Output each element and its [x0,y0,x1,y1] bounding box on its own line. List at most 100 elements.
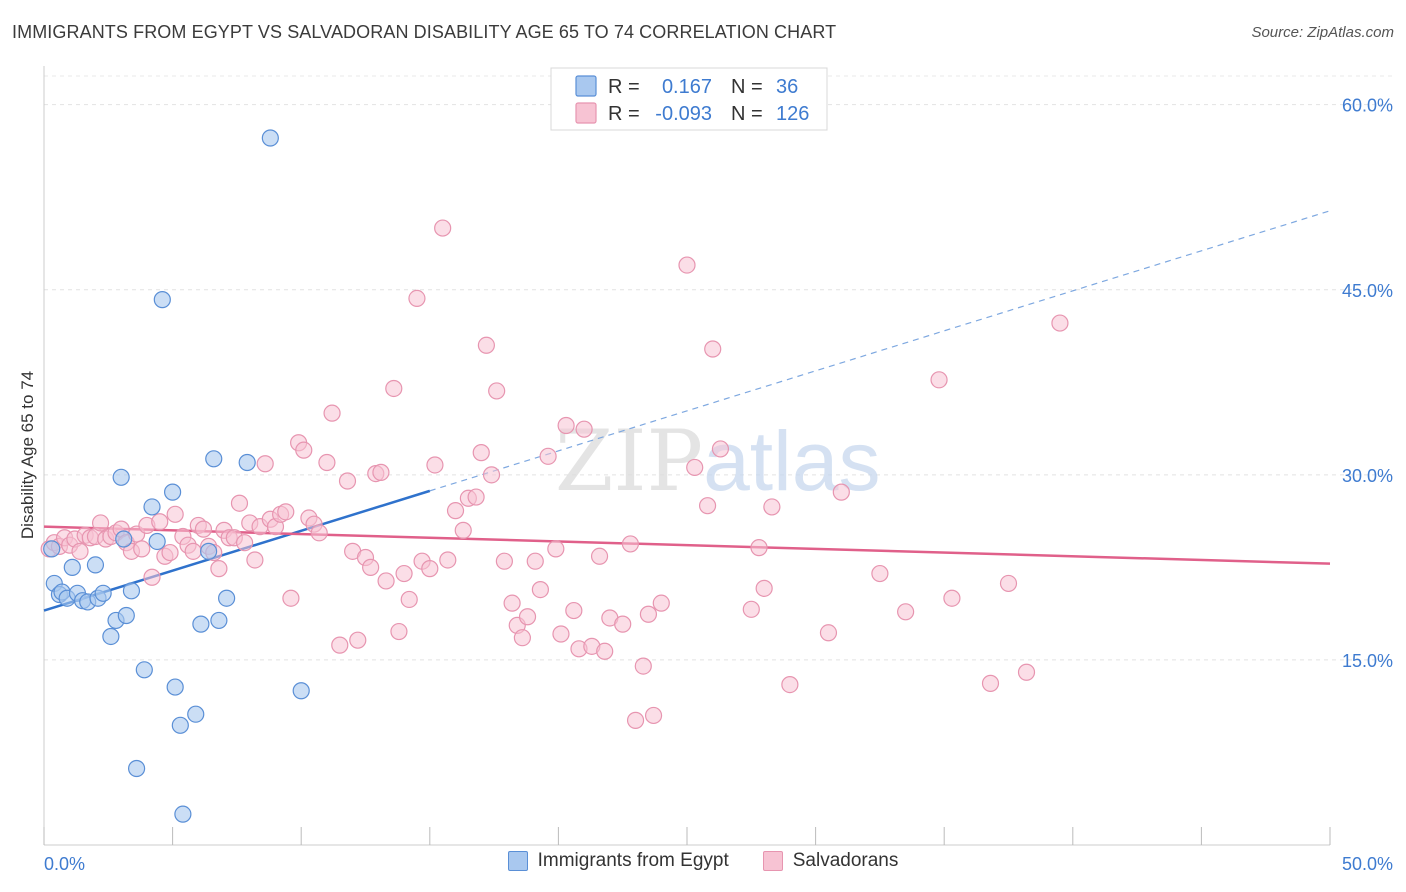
point-salvadorans [439,551,457,569]
legend-swatch [575,75,597,97]
legend-r-value: -0.093 [655,103,712,125]
legend-r-label: R = [608,76,640,98]
point-salvadorans [871,564,889,583]
point-egypt [86,556,105,574]
legend-item-salvadorans[interactable]: Salvadorans [762,850,899,872]
point-egypt [115,530,133,548]
point-salvadorans [755,579,773,597]
point-salvadorans [143,568,161,586]
point-salvadorans [434,219,452,237]
point-salvadorans [482,466,501,484]
watermark: ZIPatlas [555,412,881,510]
point-salvadorans [531,580,549,599]
point-egypt [164,483,182,501]
point-salvadorans [408,289,426,307]
bottom-legend: Immigrants from Egypt Salvadorans [0,850,1406,872]
point-salvadorans [446,502,465,520]
point-salvadorans [943,589,961,607]
y-tick-label: 60.0% [1342,96,1393,116]
point-salvadorans [621,535,640,553]
point-egypt [192,615,210,633]
point-egypt [187,705,205,723]
x-tick-label: 0.0% [44,854,85,874]
point-salvadorans [133,540,151,558]
y-axis-title: Disability Age 65 to 74 [18,371,37,539]
legend-swatch-blue [507,851,528,871]
legend-frame [550,67,828,131]
point-salvadorans [704,340,722,358]
legend-swatch [575,102,597,124]
legend-n-label: N = [731,103,763,125]
point-salvadorans [930,371,948,389]
point-salvadorans [686,458,704,477]
point-egypt [171,716,189,734]
point-salvadorans [395,564,413,583]
source-label: Source: ZipAtlas.com [1251,24,1394,41]
point-egypt [238,453,256,472]
legend-r-label: R = [608,103,640,125]
point-salvadorans [91,514,110,532]
point-salvadorans [372,463,390,481]
point-salvadorans [626,711,645,729]
point-salvadorans [565,601,583,620]
point-salvadorans [999,574,1018,593]
point-salvadorans [161,543,179,562]
point-salvadorans [763,498,781,516]
point-salvadorans [513,629,531,647]
point-salvadorans [194,520,213,538]
point-egypt [135,661,153,679]
point-egypt [218,589,236,607]
point-salvadorans [184,542,202,560]
point-salvadorans [323,404,341,422]
point-salvadorans [210,560,228,578]
point-salvadorans [575,420,593,438]
x-tick-labels: 0.0% 50.0% [44,854,1393,874]
point-salvadorans [230,494,249,512]
point-salvadorans [236,534,254,552]
point-salvadorans [503,594,521,612]
point-salvadorans [310,524,328,542]
legend-item-egypt[interactable]: Immigrants from Egypt [507,850,729,872]
point-salvadorans [518,608,537,626]
point-salvadorans [362,558,380,576]
y-tick-label: 15.0% [1342,651,1393,671]
y-tick-label: 45.0% [1342,281,1393,301]
point-salvadorans [495,552,513,570]
legend-label-salvadorans: Salvadorans [792,850,899,871]
point-egypt [166,678,184,696]
point-salvadorans [71,542,89,560]
point-egypt [127,759,146,778]
point-egypt [122,582,141,600]
point-salvadorans [472,444,490,462]
point-salvadorans [742,600,760,618]
x-tick-label: 50.0% [1342,854,1393,874]
point-salvadorans [678,256,696,274]
point-salvadorans [526,552,544,570]
point-egypt [261,129,279,147]
point-salvadorans [282,589,300,607]
point-egypt [148,532,166,551]
legend-n-value: 36 [776,76,798,98]
point-egypt [63,558,81,576]
point-salvadorans [547,540,565,558]
legend-n-value: 126 [776,103,809,125]
point-egypt [174,805,192,823]
point-salvadorans [338,472,357,490]
point-salvadorans [897,603,915,621]
point-egypt [200,542,218,560]
point-egypt [94,584,112,602]
point-salvadorans [246,551,264,569]
point-salvadorans [644,706,663,725]
point-salvadorans [426,456,444,474]
point-salvadorans [400,590,418,609]
point-salvadorans [981,674,1000,692]
point-salvadorans [698,497,717,515]
point-salvadorans [596,642,614,660]
data-points [40,129,1069,823]
point-salvadorans [711,440,730,458]
point-salvadorans [377,572,395,590]
point-salvadorans [421,560,439,578]
point-salvadorans [639,605,658,623]
point-egypt [210,611,228,630]
